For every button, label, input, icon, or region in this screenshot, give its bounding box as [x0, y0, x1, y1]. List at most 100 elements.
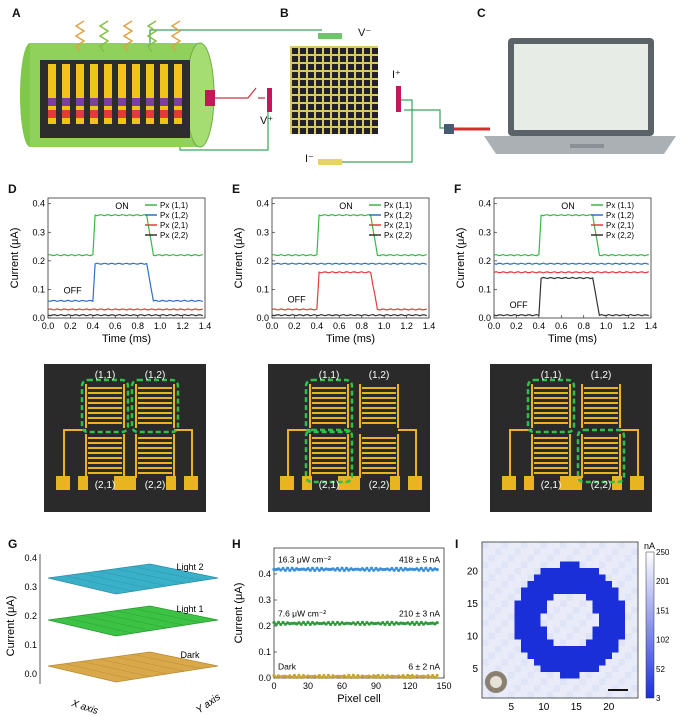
- series-line-2: [493, 262, 649, 265]
- lead-trace: [509, 429, 532, 476]
- heatmap-cell: [573, 568, 580, 575]
- pixel-layout-photos: (1,1) (1,2) (2,1) (2,2) (1,1) (1,2) (2,1) (2,2)…: [44, 364, 652, 512]
- data-point: [401, 673, 405, 678]
- heatmap-cell: [508, 542, 515, 549]
- heatmap-cell: [527, 672, 534, 679]
- heatmap-cell: [553, 678, 560, 685]
- heatmap-cell: [612, 568, 619, 575]
- heatmap-cell: [631, 620, 638, 627]
- heatmap-cell: [514, 607, 521, 614]
- heatmap-cell: [612, 665, 619, 672]
- array-cell: [324, 56, 330, 62]
- heatmap-cell: [540, 548, 547, 555]
- z-tick-label: 0.1: [24, 640, 37, 650]
- heatmap-cell: [488, 691, 495, 698]
- series-line-4: [493, 276, 649, 317]
- y-axis-label: Current (μA): [233, 228, 245, 289]
- heatmap-cell: [605, 594, 612, 601]
- heatmap-cell: [612, 555, 619, 562]
- y-tick-label: 0.0: [258, 673, 271, 683]
- heatmap-cell: [547, 600, 554, 607]
- heatmap-cell: [547, 626, 554, 633]
- surface-grid-line: [115, 568, 185, 584]
- heatmap-cell: [547, 613, 554, 620]
- data-point: [381, 621, 385, 625]
- heatmap-cell: [579, 665, 586, 672]
- x-tick-label: 0.2: [288, 321, 301, 331]
- array-cell: [348, 96, 354, 102]
- heatmap-cell: [605, 659, 612, 666]
- x-axis-label: X axis: [69, 698, 99, 716]
- surface-layer: [47, 605, 219, 637]
- y-tick-label: 5: [472, 664, 478, 675]
- y-tick-label: 0.4: [478, 199, 491, 209]
- heatmap-cell: [495, 555, 502, 562]
- heatmap-cell: [592, 542, 599, 549]
- data-point: [415, 620, 419, 624]
- contact-pad: [502, 476, 516, 490]
- heatmap-cell: [540, 607, 547, 614]
- heatmap-cell: [501, 581, 508, 588]
- lead-trace: [63, 429, 86, 476]
- heatmap-cell: [618, 620, 625, 627]
- heatmap-cell: [612, 587, 619, 594]
- heatmap-cell: [527, 548, 534, 555]
- heatmap-cell: [540, 672, 547, 679]
- heatmap-cell: [488, 639, 495, 646]
- heatmap-cell: [482, 548, 489, 555]
- z-tick-label: 0.3: [24, 582, 37, 592]
- heatmap-cell: [501, 607, 508, 614]
- x-tick-label: 1.0: [600, 321, 613, 331]
- heatmap-cell: [527, 574, 534, 581]
- array-cell: [292, 104, 298, 110]
- heatmap-cell: [514, 672, 521, 679]
- surface-grid-line: [98, 612, 168, 629]
- heatmap-cell: [553, 587, 560, 594]
- heatmap-cell: [521, 600, 528, 607]
- heatmap-cell: [573, 678, 580, 685]
- heatmap-cell: [482, 568, 489, 575]
- heatmap-cell: [586, 581, 593, 588]
- heatmap-cell: [605, 613, 612, 620]
- lead-trace: [620, 429, 639, 476]
- heatmap-cell: [579, 626, 586, 633]
- heatmap-cell: [618, 691, 625, 698]
- array-cell: [292, 128, 298, 134]
- heatmap-cell: [534, 678, 541, 685]
- heatmap-cell: [527, 665, 534, 672]
- data-point: [428, 566, 432, 571]
- y-tick-label: 0.3: [256, 227, 269, 237]
- heatmap-cell: [495, 691, 502, 698]
- heatmap-cell: [540, 691, 547, 698]
- series-stat: 210 ± 3 nA: [399, 608, 440, 618]
- array-cell: [364, 56, 370, 62]
- heatmap-cell: [553, 626, 560, 633]
- heatmap-cell: [521, 672, 528, 679]
- pixel-label: (2,2): [145, 480, 166, 491]
- heatmap-cell: [592, 691, 599, 698]
- colorbar: [645, 551, 655, 699]
- heatmap-cell: [482, 659, 489, 666]
- data-point: [290, 675, 294, 679]
- data-point: [322, 673, 326, 678]
- data-point: [381, 673, 385, 678]
- array-cell: [348, 48, 354, 54]
- y-tick-label: 0.2: [258, 621, 271, 631]
- y-tick-label: 0.2: [256, 256, 269, 266]
- heatmap-cell: [631, 607, 638, 614]
- series-line-1: [47, 213, 203, 257]
- heatmap-cell: [560, 587, 567, 594]
- array-cell: [332, 128, 338, 134]
- heatmap-cell: [495, 581, 502, 588]
- heatmap-cell: [592, 561, 599, 568]
- legend-entry: Px (2,1): [606, 221, 634, 230]
- heatmap-cell: [534, 639, 541, 646]
- heatmap-cell: [534, 542, 541, 549]
- heatmap-cell: [586, 678, 593, 685]
- data-point: [367, 568, 371, 572]
- x-tick-label: 1.4: [199, 321, 212, 331]
- array-cell: [324, 112, 330, 118]
- array-cell: [340, 80, 346, 86]
- heatmap-cell: [560, 581, 567, 588]
- heatmap-cell: [540, 542, 547, 549]
